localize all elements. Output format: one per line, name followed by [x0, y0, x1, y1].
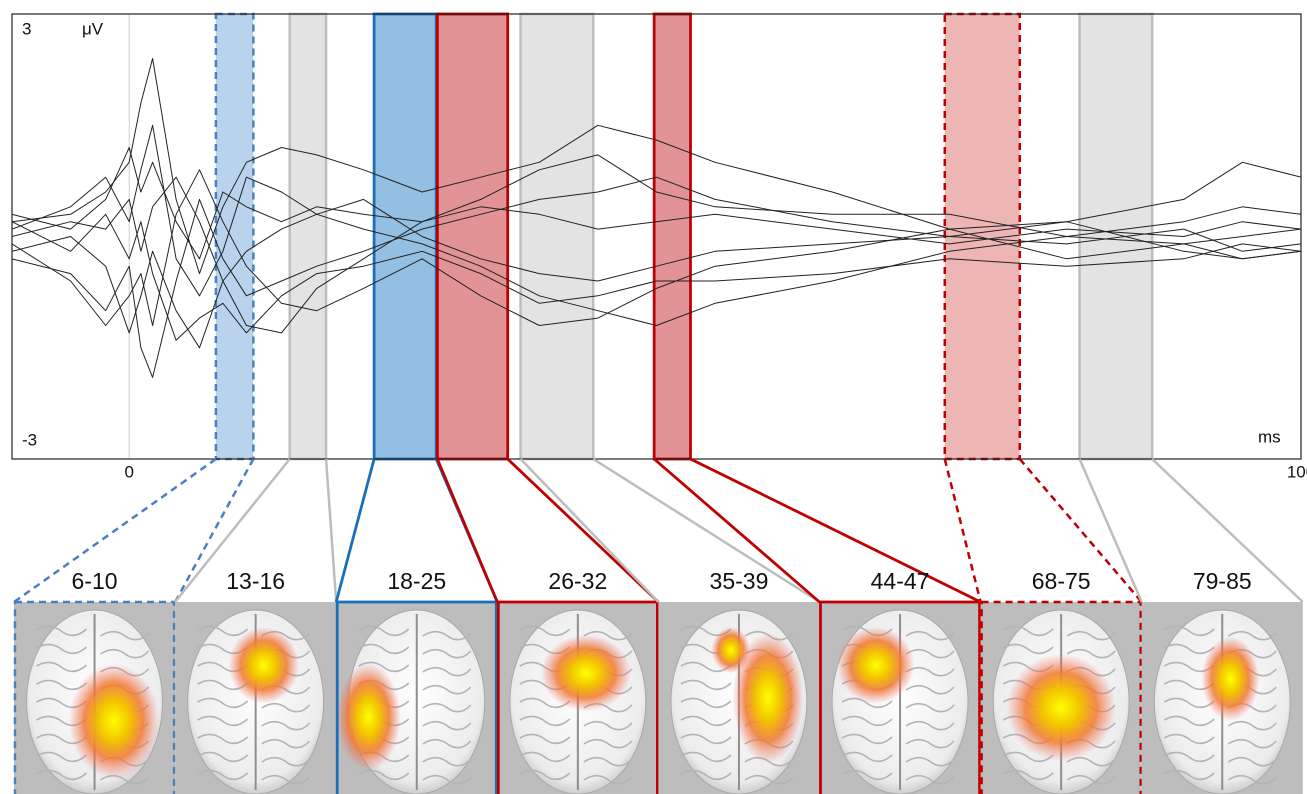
time-window: [521, 14, 594, 459]
time-window: [1080, 14, 1153, 459]
x-tick-label: 100: [1287, 462, 1307, 481]
window-label: 44-47: [871, 568, 930, 594]
time-window: [654, 14, 690, 459]
x-tick-label: 0: [124, 462, 133, 481]
time-window: [216, 14, 253, 459]
connector: [945, 459, 981, 602]
connector: [593, 459, 819, 602]
activation: [69, 663, 159, 778]
window-label: 26-32: [548, 568, 607, 594]
connector: [336, 459, 374, 602]
activation: [228, 627, 299, 704]
window-label: 35-39: [710, 568, 769, 594]
figure: μV ms 0 100 -3 3 6-10 13-16 18-25 26-32 35-39 44-…: [0, 0, 1307, 794]
window-label: 79-85: [1193, 568, 1252, 594]
y-tick-label: -3: [22, 430, 37, 449]
connector: [437, 459, 497, 602]
window-label: 18-25: [387, 568, 446, 594]
activation: [336, 663, 400, 771]
brain-panels: [14, 459, 1303, 794]
time-window: [374, 14, 436, 459]
y-tick-label: 3: [22, 19, 31, 38]
activation: [541, 635, 631, 712]
activation: [837, 627, 914, 704]
window-label: 68-75: [1032, 568, 1091, 594]
activation: [1201, 637, 1259, 721]
time-window: [437, 14, 507, 459]
y-axis-label: μV: [82, 19, 104, 38]
window-label: 13-16: [226, 568, 285, 594]
connector: [326, 459, 336, 602]
activation: [712, 627, 751, 673]
x-axis-label: ms: [1258, 427, 1281, 446]
time-window: [290, 14, 326, 459]
activation: [1006, 654, 1116, 762]
window-label: 6-10: [72, 568, 118, 594]
